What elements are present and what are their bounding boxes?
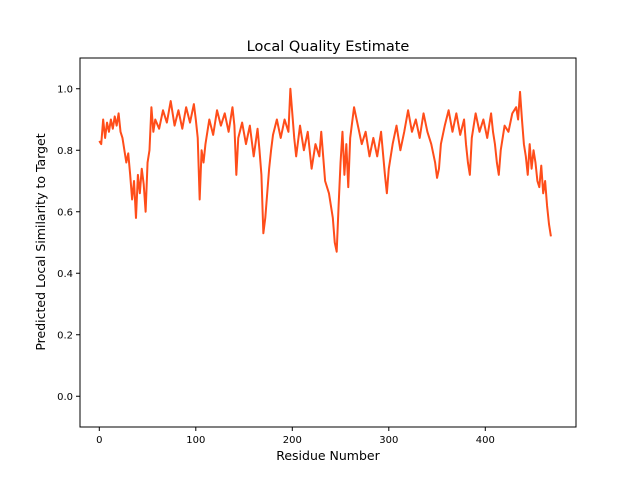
series-line-0 [98, 87, 552, 253]
y-tick-label: 0.2 [57, 330, 73, 341]
y-axis-label: Predicted Local Similarity to Target [33, 133, 48, 350]
x-tick-label: 400 [476, 435, 495, 446]
y-tick-label: 0.0 [57, 392, 73, 403]
chart-title: Local Quality Estimate [247, 39, 410, 55]
x-tick-label: 200 [283, 435, 302, 446]
plot-frame [79, 57, 577, 428]
x-tick-label: 0 [96, 435, 102, 446]
plot-area: 0 100 200 300 400 0.0 0.2 0.4 0.6 0.8 1.0 [57, 57, 577, 446]
x-tick-label: 100 [186, 435, 205, 446]
y-tick-label: 0.8 [57, 146, 73, 157]
y-tick-label: 1.0 [57, 84, 73, 95]
x-axis-label: Residue Number [276, 448, 380, 463]
y-tick-label: 0.6 [57, 207, 73, 218]
y-tick-label: 0.4 [57, 269, 73, 280]
x-tick-label: 300 [379, 435, 398, 446]
